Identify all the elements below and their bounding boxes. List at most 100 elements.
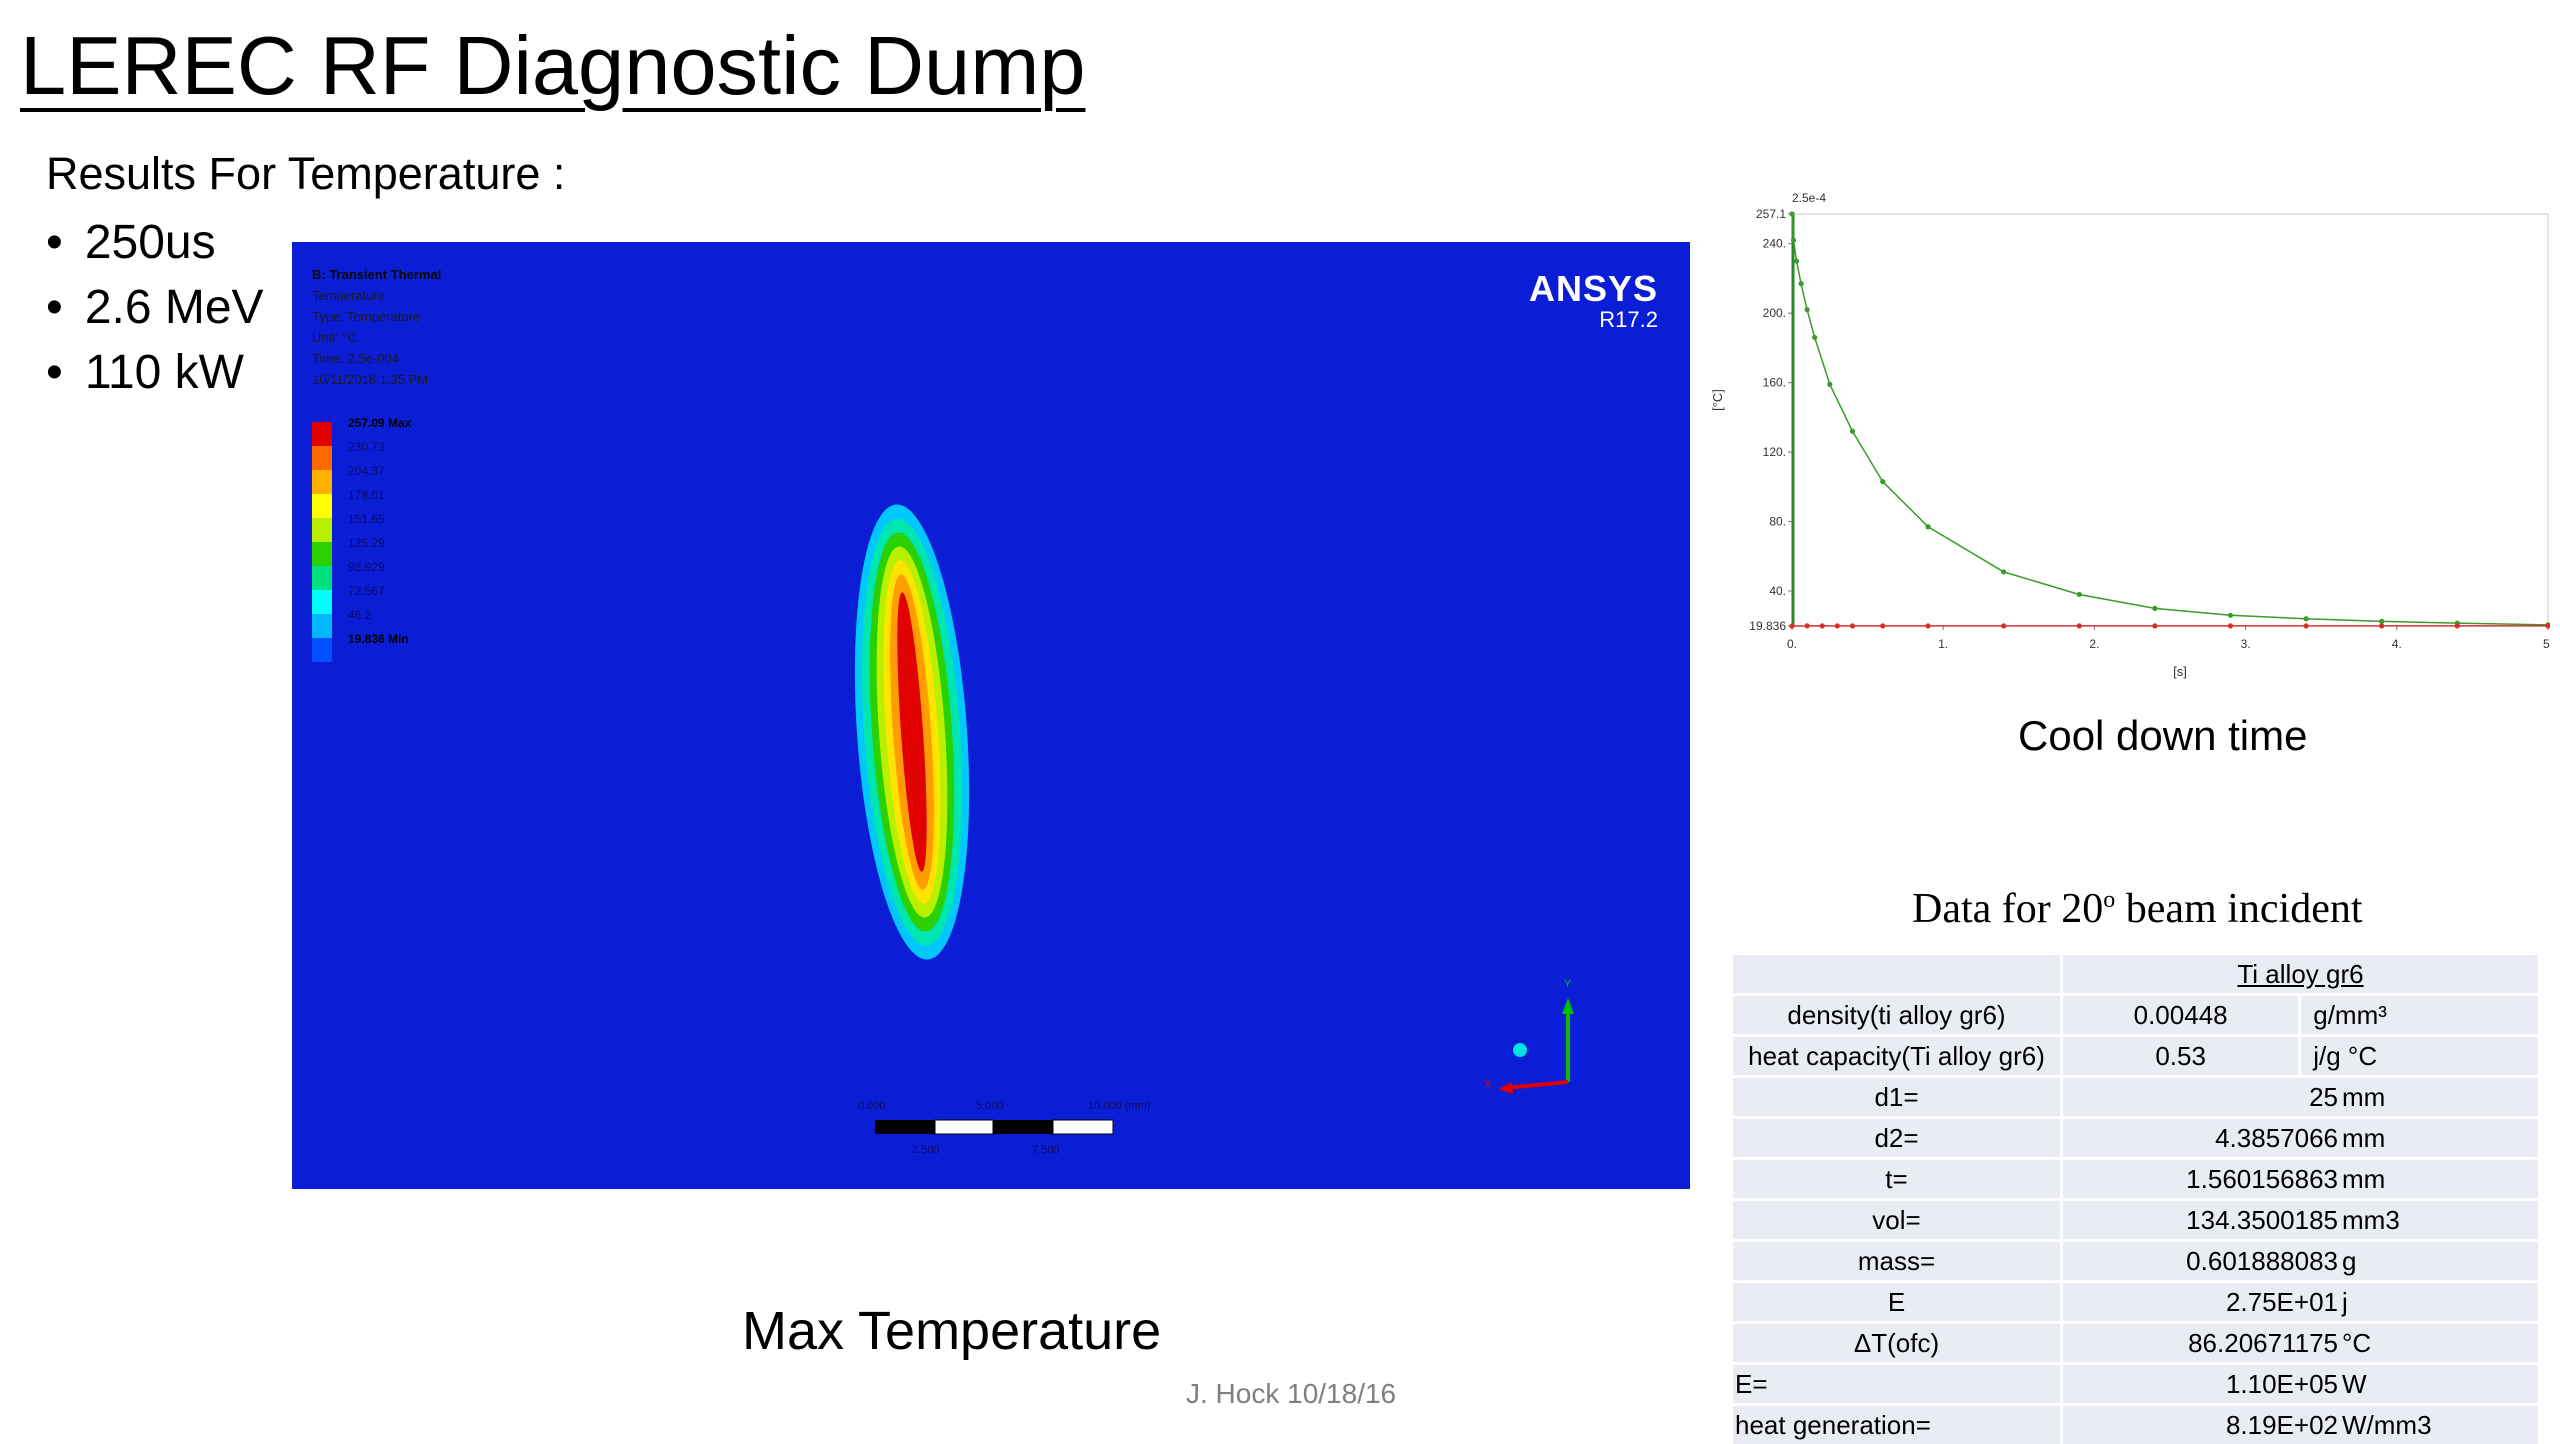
series-point-0 (1850, 429, 1855, 434)
row-value-number: 8.19E+02 (2226, 1410, 2338, 1441)
row-unit: °C (2338, 1328, 2538, 1359)
y-tick-label: 160. (1763, 376, 1786, 390)
legend-level-label: 204.37 (348, 464, 385, 478)
row-unit: W (2338, 1369, 2538, 1400)
cool-down-plot: 257.1240.200.160.120.80.40.19.8360.1.2.3… (1700, 180, 2550, 700)
row-unit: j (2338, 1287, 2538, 1318)
axis-x-label: X (1484, 1078, 1491, 1090)
series-point-0 (1812, 335, 1817, 340)
results-heading: Results For Temperature : (46, 148, 565, 200)
ansys-temperature-plot: ANSYS R17.2 B: Transient Thermal Tempera… (292, 242, 1690, 1189)
legend-level-label: 230.73 (348, 440, 385, 454)
row-unit: mm (2338, 1082, 2538, 1113)
row-unit: g/mm³ (2300, 995, 2538, 1036)
row-unit: mm3 (2338, 1205, 2538, 1236)
x-tick-label: 5. (2543, 637, 2550, 651)
row-value: 86.20671175°C (2062, 1323, 2539, 1364)
row-label: density(ti alloy gr6) (1733, 995, 2062, 1036)
series-point-0 (1925, 524, 1930, 529)
series-point-0 (1805, 307, 1810, 312)
y-tick-label: 40. (1769, 584, 1786, 598)
material-data-table: Ti alloy gr6 density(ti alloy gr6)0.0044… (1733, 952, 2538, 1444)
row-label: heat capacity(Ti alloy gr6) (1733, 1036, 2062, 1077)
scale-bar-label: 10.000 (mm) (1088, 1100, 1150, 1112)
series-point-0 (2001, 569, 2006, 574)
row-value-number: 1.10E+05 (2226, 1369, 2338, 1400)
legend-swatch (312, 494, 332, 518)
row-label: t= (1733, 1159, 2062, 1200)
y-tick-label: 200. (1763, 306, 1786, 320)
legend-min-label: 19.836 Min (348, 632, 409, 646)
series-point-0 (1880, 479, 1885, 484)
series-point-1 (1805, 623, 1810, 628)
x-axis-label: [s] (2173, 664, 2187, 679)
legend-max-label: 257.09 Max (348, 416, 411, 430)
series-point-1 (1820, 623, 1825, 628)
series-point-0 (2152, 606, 2157, 611)
row-value-number: 86.20671175 (2188, 1328, 2338, 1359)
row-value-number: 1.560156863 (2186, 1164, 2338, 1195)
slide-title: LEREC RF Diagnostic Dump (20, 18, 1086, 114)
cool-down-caption: Cool down time (2018, 712, 2307, 760)
bullet-energy: 2.6 MeV (46, 275, 264, 340)
series-point-1 (1850, 623, 1855, 628)
row-label: E (1733, 1282, 2062, 1323)
legend-swatch (312, 638, 332, 662)
series-point-0 (2379, 619, 2384, 624)
y-tick-label: 80. (1769, 515, 1786, 529)
row-unit: mm (2338, 1123, 2538, 1154)
legend-level-label: 151.65 (348, 512, 385, 526)
series-point-0 (1789, 211, 1794, 216)
legend-level-label: 72.567 (348, 584, 385, 598)
row-label: ΔT(ofc) (1733, 1323, 2062, 1364)
row-value-number: 25 (2309, 1082, 2338, 1113)
series-point-1 (2077, 623, 2082, 628)
series-point-0 (2303, 616, 2308, 621)
data-table-heading: Data for 20o beam incident (1912, 885, 2363, 933)
bullet-power: 110 kW (46, 340, 264, 405)
row-unit: g (2338, 1246, 2538, 1277)
legend-swatch (312, 614, 332, 638)
y-tick-label: 240. (1763, 237, 1786, 251)
y-tick-label: 19.836 (1749, 619, 1786, 633)
row-unit: j/g °C (2300, 1036, 2538, 1077)
row-value: 0.00448 (2062, 995, 2300, 1036)
series-point-0 (1794, 258, 1799, 263)
series-point-1 (2379, 623, 2384, 628)
x-tick-label: 3. (2241, 637, 2251, 651)
row-label: vol= (1733, 1200, 2062, 1241)
legend-level-label: 125.29 (348, 536, 385, 550)
bullet-pulse-length: 250us (46, 210, 264, 275)
y-tick-label: 257.1 (1756, 207, 1786, 221)
legend-swatch (312, 470, 332, 494)
series-point-1 (2001, 623, 2006, 628)
y-axis-label: [°C] (1710, 389, 1725, 411)
ansys-logo: ANSYS R17.2 (1529, 270, 1658, 332)
scale-bar-label: 5.000 (976, 1100, 1004, 1112)
legend-swatch (312, 566, 332, 590)
scale-bar-label: 0.000 (858, 1100, 886, 1112)
series-point-1 (2152, 623, 2157, 628)
legend-level-label: 178.01 (348, 488, 385, 502)
row-value-number: 134.3500185 (2186, 1205, 2338, 1236)
legend-level-label: 46.2 (348, 608, 371, 622)
time-marker-label: 2.5e-4 (1792, 191, 1826, 205)
table-row: ΔT(ofc)86.20671175°C (1733, 1323, 2538, 1364)
legend-swatch (312, 590, 332, 614)
x-tick-label: 2. (2089, 637, 2099, 651)
